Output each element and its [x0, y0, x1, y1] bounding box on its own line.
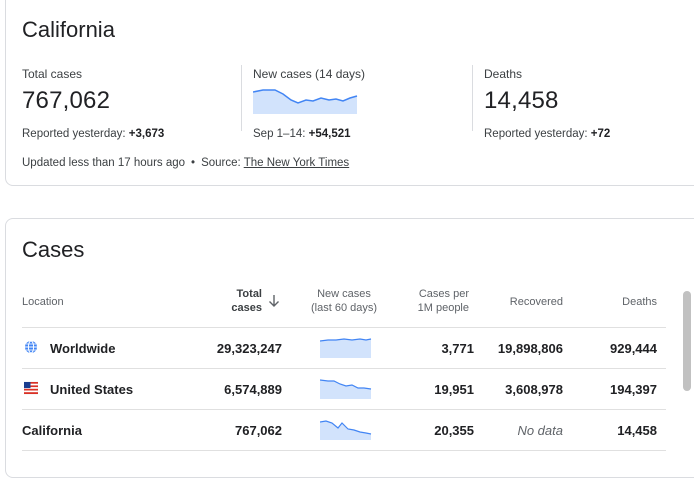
col-total-cases[interactable]: Total cases	[206, 287, 262, 315]
total-cases-reported: Reported yesterday: +3,673	[22, 128, 164, 140]
new-cases-14d-sparkline	[253, 89, 358, 114]
deaths-cell: 14,458	[617, 423, 657, 438]
new-cases-sparkline	[320, 338, 372, 358]
cases-card: Cases Location Total cases New cases (la…	[5, 218, 694, 478]
recovered-cell: No data	[517, 423, 563, 438]
col-deaths[interactable]: Deaths	[622, 296, 657, 308]
sort-descending-icon[interactable]	[268, 294, 280, 308]
col-cases-per-million[interactable]: Cases per 1M people	[398, 287, 469, 315]
location-name[interactable]: Worldwide	[50, 341, 116, 356]
update-footer: Updated less than 17 hours ago • Source: T…	[22, 157, 349, 169]
col-new-line1: New cases	[317, 288, 371, 300]
total-cases-label: Total cases	[22, 67, 83, 81]
range-label: Sep 1–14:	[253, 128, 309, 140]
location-name[interactable]: United States	[50, 382, 134, 397]
total-cases-cell: 767,062	[235, 423, 282, 438]
deaths-cell: 929,444	[610, 341, 657, 356]
table-row[interactable]: Worldwide 29,323,247 3,771 19,898,806 92…	[22, 328, 666, 368]
region-title: California	[22, 17, 115, 42]
recovered-cell: 19,898,806	[497, 341, 563, 356]
deaths-value: 14,458	[484, 87, 559, 114]
total-cases-cell: 6,574,889	[224, 382, 282, 397]
separator-dot: •	[191, 157, 196, 169]
col-per-line1: Cases per	[418, 288, 469, 300]
summary-card: California Total cases 767,062 Reported …	[5, 0, 694, 186]
row-divider	[22, 450, 666, 451]
col-per-line2: 1M people	[417, 302, 469, 314]
new-cases-sparkline	[320, 420, 372, 440]
location-name[interactable]: California	[22, 423, 82, 438]
col-recovered[interactable]: Recovered	[509, 296, 563, 308]
new-cases-stat: New cases (14 days) Sep 1–14: +54,521	[253, 67, 366, 140]
col-total-line2: cases	[231, 302, 262, 314]
divider	[241, 65, 242, 131]
deaths-label: Deaths	[484, 67, 523, 81]
deaths-reported: Reported yesterday: +72	[484, 128, 610, 140]
reported-value: +72	[590, 128, 611, 140]
globe-icon	[25, 340, 37, 354]
total-cases-stat: Total cases 767,062 Reported yesterday: …	[22, 67, 164, 140]
col-new-line2: (last 60 days)	[310, 302, 378, 314]
recovered-cell: 3,608,978	[505, 382, 563, 397]
deaths-stat: Deaths 14,458 Reported yesterday: +72	[484, 67, 610, 140]
table-row[interactable]: California 767,062 20,355 No data 14,458	[22, 410, 666, 450]
divider	[472, 65, 473, 131]
new-cases-range: Sep 1–14: +54,521	[253, 128, 351, 140]
col-location[interactable]: Location	[22, 296, 64, 308]
source-link[interactable]: The New York Times	[243, 157, 350, 169]
updated-text: Updated less than 17 hours ago	[22, 157, 186, 169]
reported-value: +3,673	[128, 128, 165, 140]
source-label: Source:	[201, 157, 244, 169]
table-row[interactable]: United States 6,574,889 19,951 3,608,978…	[22, 369, 666, 409]
us-flag-icon	[24, 381, 38, 395]
row-divider	[22, 409, 666, 410]
header-divider	[22, 327, 666, 328]
deaths-cell: 194,397	[610, 382, 657, 397]
cases-per-million-cell: 19,951	[434, 382, 474, 397]
reported-label: Reported yesterday:	[484, 128, 591, 140]
total-cases-value: 767,062	[22, 87, 111, 114]
row-divider	[22, 368, 666, 369]
new-cases-label: New cases (14 days)	[253, 67, 366, 81]
cases-title: Cases	[22, 237, 85, 262]
table-scrollbar[interactable]	[683, 291, 691, 391]
cases-per-million-cell: 3,771	[441, 341, 474, 356]
total-cases-cell: 29,323,247	[216, 341, 282, 356]
col-total-line1: Total	[236, 288, 262, 300]
range-value: +54,521	[308, 128, 351, 140]
new-cases-sparkline	[320, 379, 372, 399]
reported-label: Reported yesterday:	[22, 128, 129, 140]
col-new-cases[interactable]: New cases (last 60 days)	[296, 287, 392, 315]
cases-per-million-cell: 20,355	[434, 423, 474, 438]
